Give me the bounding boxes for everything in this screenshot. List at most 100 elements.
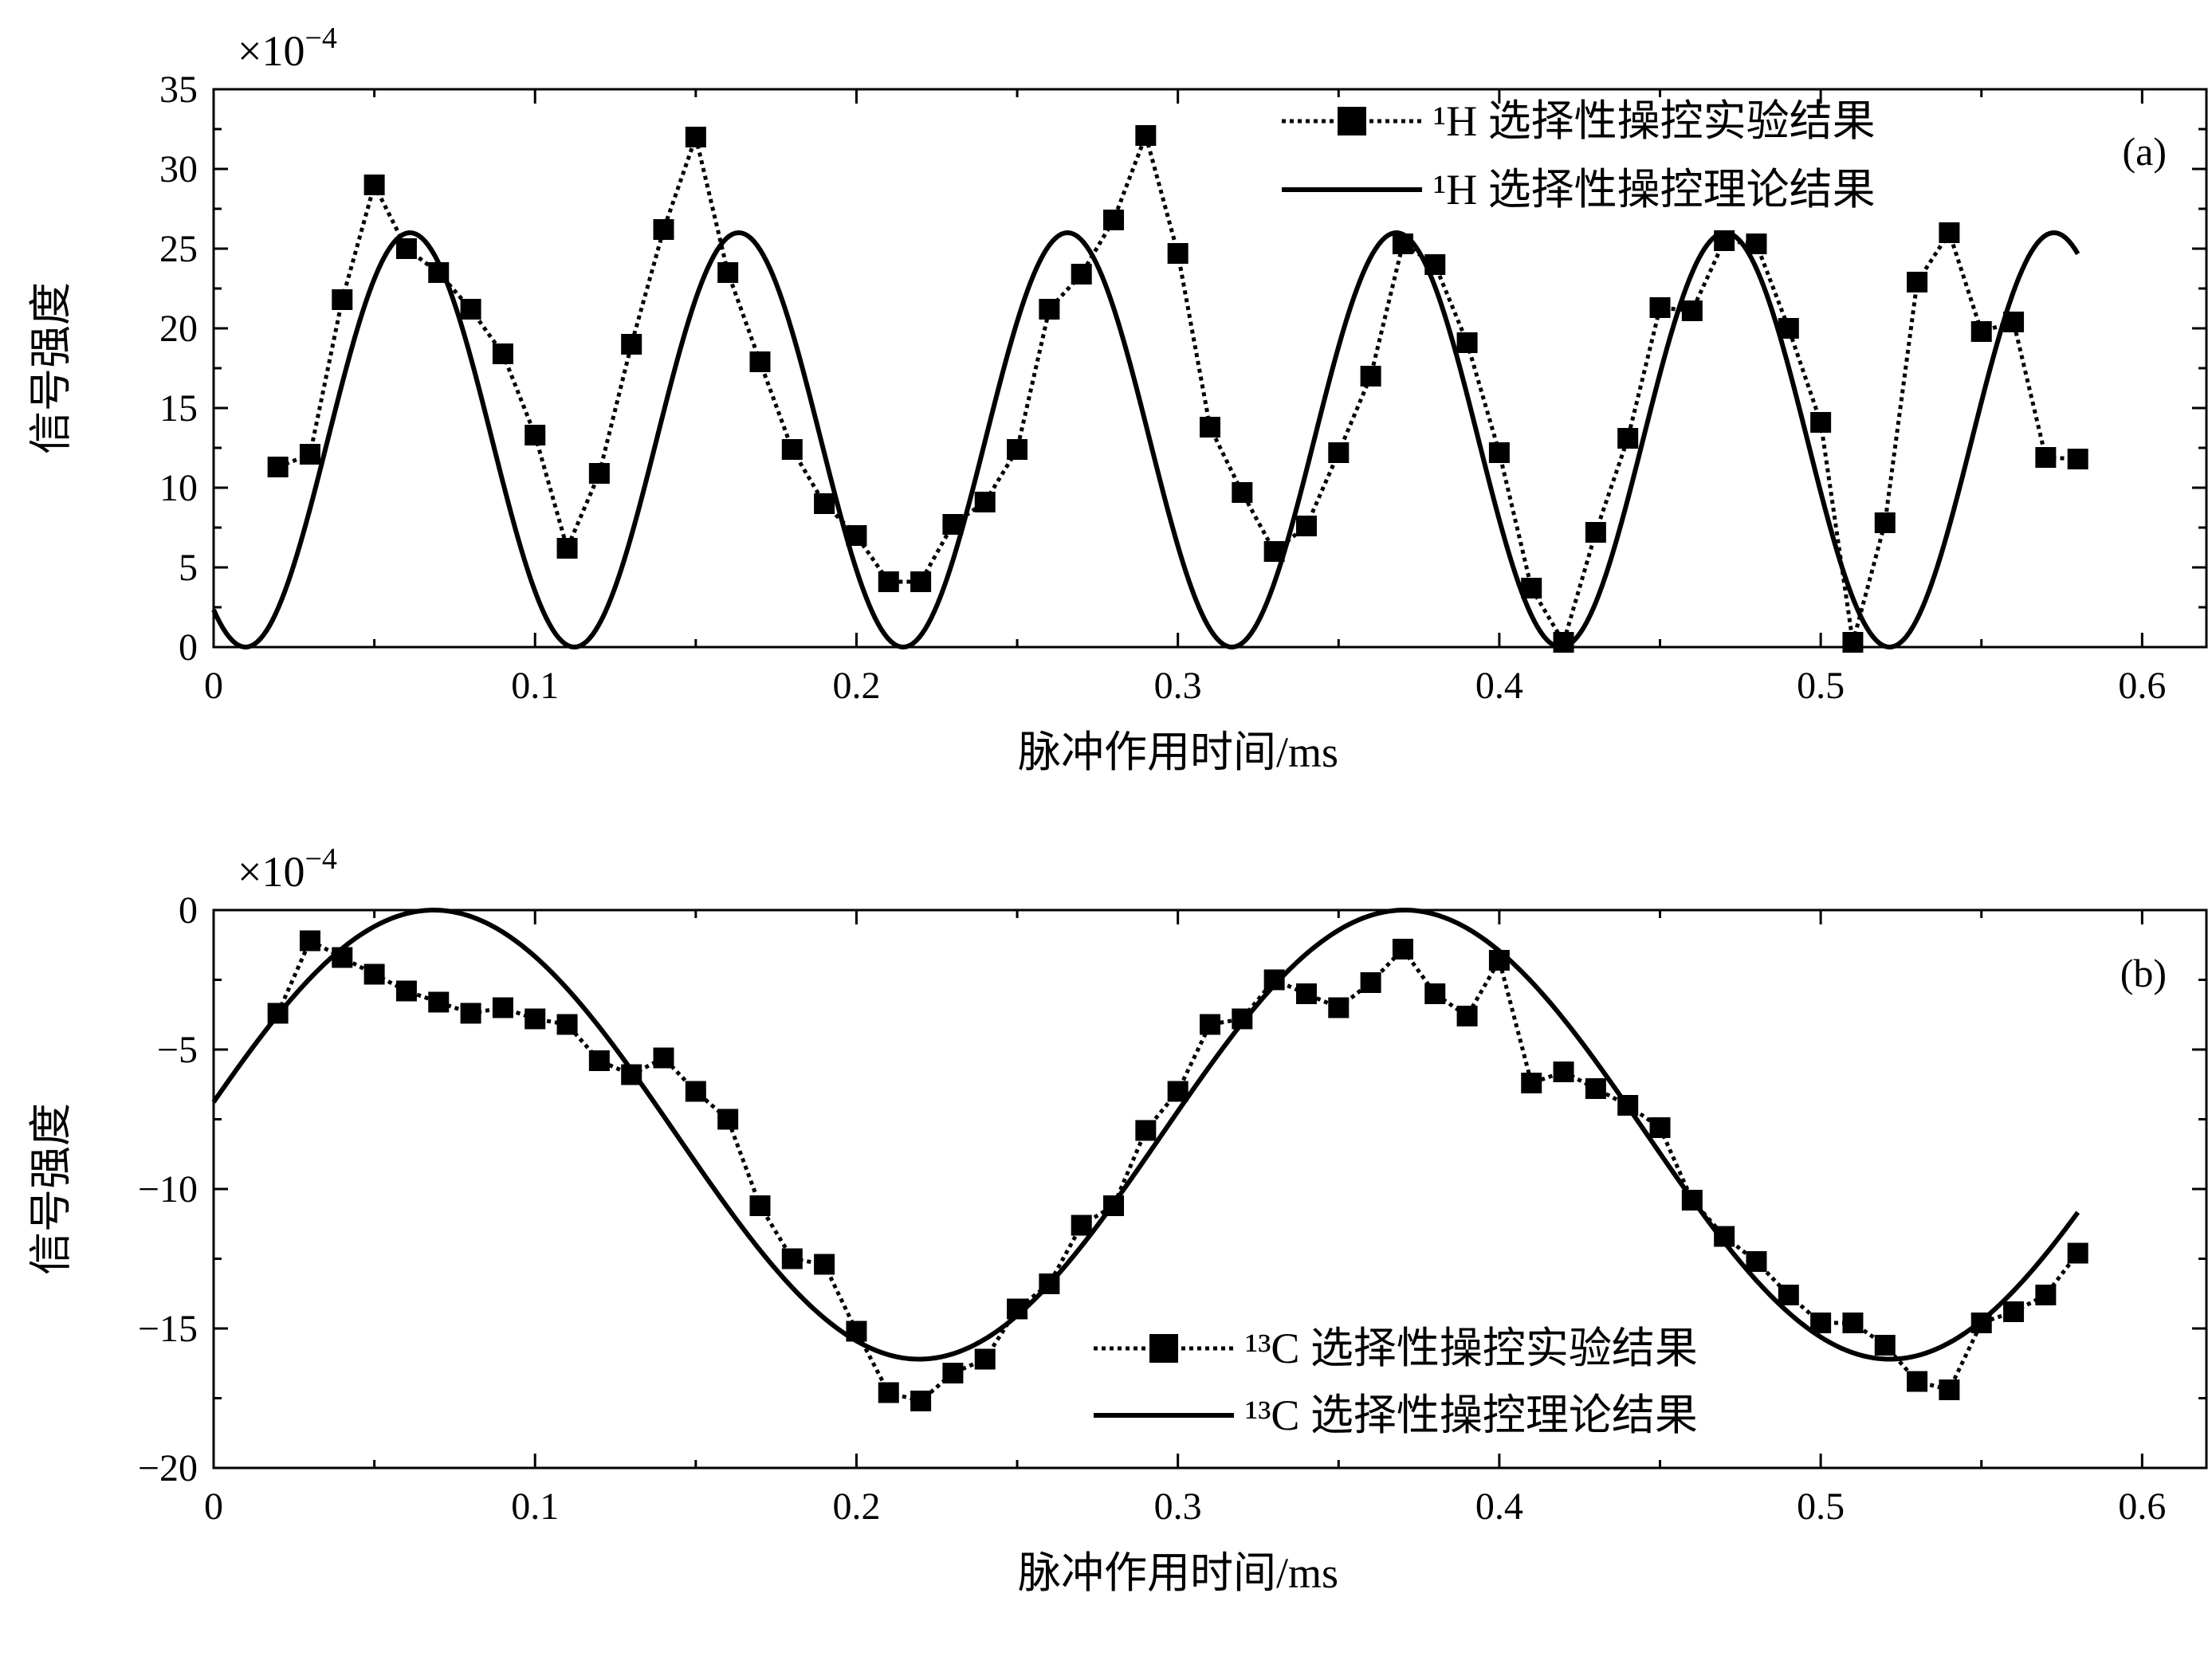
experiment-point bbox=[1714, 230, 1735, 251]
experiment-point bbox=[749, 1195, 771, 1216]
experiment-point bbox=[1617, 428, 1639, 449]
experiment-point bbox=[878, 1382, 899, 1403]
experiment-point bbox=[332, 947, 353, 968]
experiment-point bbox=[1617, 1095, 1639, 1116]
experiment-point bbox=[1103, 210, 1125, 230]
experiment-point bbox=[1167, 243, 1189, 264]
experiment-point bbox=[1907, 272, 1928, 292]
experiment-point bbox=[1649, 1117, 1671, 1138]
y-tick-label: 25 bbox=[159, 228, 198, 270]
x-tick-label: 0.1 bbox=[511, 1485, 559, 1528]
experiment-point bbox=[1007, 439, 1028, 460]
experiment-point bbox=[1488, 442, 1510, 463]
experiment-point bbox=[1071, 264, 1092, 285]
legend: ¹³C 选择性操控实验结果 ¹³C 选择性操控理论结果 bbox=[1094, 1324, 1698, 1439]
experiment-point bbox=[1200, 1014, 1220, 1035]
experiment-point bbox=[588, 1050, 610, 1071]
experiment-point bbox=[942, 514, 964, 535]
experiment-point bbox=[267, 1003, 289, 1024]
experiment-point bbox=[1232, 482, 1253, 503]
experiment-point bbox=[1553, 632, 1574, 653]
legend-experiment-marker bbox=[1149, 1334, 1178, 1363]
x-tick-label: 0.2 bbox=[832, 665, 880, 707]
experiment-point bbox=[1939, 222, 1960, 243]
experiment-point bbox=[1553, 1061, 1574, 1082]
experiment-point bbox=[363, 175, 385, 195]
x-tick-label: 0.4 bbox=[1475, 1485, 1523, 1528]
experiment-point bbox=[1039, 1273, 1060, 1294]
experiment-point bbox=[1295, 983, 1317, 1004]
experiment-point bbox=[1360, 972, 1381, 993]
x-tick-label: 0.2 bbox=[832, 1485, 880, 1528]
experiment-point bbox=[653, 219, 674, 240]
experiment-point bbox=[1392, 939, 1413, 959]
y-tick-label: 30 bbox=[159, 148, 198, 190]
legend: ¹H 选择性操控实验结果 ¹H 选择性操控理论结果 bbox=[1282, 97, 1876, 214]
experiment-point bbox=[717, 1109, 739, 1130]
experiment-point bbox=[492, 997, 513, 1018]
experiment-point bbox=[299, 930, 320, 952]
experiment-point bbox=[1135, 125, 1157, 146]
experiment-point bbox=[332, 289, 353, 310]
x-tick-label: 0.5 bbox=[1797, 665, 1845, 707]
experiment-point bbox=[1874, 1335, 1896, 1356]
experiment-point bbox=[588, 463, 610, 484]
x-tick-label: 0 bbox=[204, 1485, 223, 1528]
panel-label: (a) bbox=[2123, 129, 2167, 174]
experiment-point bbox=[1424, 254, 1446, 275]
experiment-point bbox=[1970, 321, 1992, 342]
legend-experiment-label: ¹³C 选择性操控实验结果 bbox=[1245, 1324, 1698, 1372]
y-multiplier: ×10−4 bbox=[238, 842, 337, 896]
experiment-point bbox=[1842, 632, 1864, 653]
experiment-point bbox=[749, 351, 771, 372]
x-tick-label: 0 bbox=[204, 665, 223, 707]
experiment-point bbox=[781, 1248, 803, 1269]
experiment-point bbox=[1200, 417, 1220, 438]
experiment-point bbox=[1424, 983, 1446, 1004]
y-tick-label: 10 bbox=[159, 467, 198, 509]
y-tick-label: −10 bbox=[138, 1168, 198, 1211]
experiment-point bbox=[974, 492, 996, 512]
experiment-point bbox=[846, 1320, 867, 1342]
x-tick-label: 0.3 bbox=[1154, 1485, 1202, 1528]
x-tick-label: 0.6 bbox=[2118, 665, 2166, 707]
experiment-point bbox=[395, 238, 417, 259]
experiment-point bbox=[1746, 1251, 1767, 1272]
y-multiplier: ×10−4 bbox=[238, 22, 337, 75]
experiment-point bbox=[1778, 1285, 1799, 1305]
experiment-point bbox=[428, 262, 450, 283]
experiment-point bbox=[910, 1391, 932, 1411]
legend-theory-label: ¹H 选择性操控理论结果 bbox=[1433, 166, 1876, 214]
experiment-point bbox=[2035, 1285, 2057, 1305]
y-multiplier-base: ×10 bbox=[238, 848, 304, 896]
experiment-point bbox=[1456, 332, 1478, 353]
experiment-point bbox=[556, 1014, 578, 1035]
y-tick-label: 5 bbox=[179, 547, 198, 589]
y-multiplier-base: ×10 bbox=[238, 27, 304, 75]
experiment-point bbox=[1681, 300, 1703, 321]
experiment-point bbox=[1007, 1298, 1028, 1320]
experiment-point bbox=[299, 444, 320, 465]
experiment-point bbox=[1970, 1313, 1992, 1333]
experiment-point bbox=[942, 1363, 964, 1383]
x-tick-label: 0.4 bbox=[1475, 665, 1523, 707]
theory-curve bbox=[211, 907, 2080, 1362]
experiment-point bbox=[525, 1008, 546, 1030]
experiment-point bbox=[781, 439, 803, 460]
experiment-point bbox=[1103, 1195, 1125, 1216]
experiment-point bbox=[1681, 1190, 1703, 1211]
y-tick-label: −5 bbox=[157, 1029, 198, 1071]
legend-experiment-marker bbox=[1338, 107, 1366, 135]
experiment-point bbox=[621, 1064, 642, 1085]
experiment-point bbox=[1295, 516, 1317, 536]
experiment-point bbox=[974, 1348, 996, 1370]
experiment-point bbox=[1263, 969, 1285, 991]
theory-curve bbox=[211, 230, 2080, 650]
experiment-point bbox=[878, 571, 899, 592]
experiment-point bbox=[1135, 1120, 1157, 1141]
experiment-point bbox=[653, 1047, 674, 1069]
experiment-point bbox=[1521, 1073, 1542, 1093]
experiment-point bbox=[910, 571, 932, 592]
experiment-point bbox=[460, 299, 481, 320]
experiment-point bbox=[1071, 1215, 1092, 1236]
